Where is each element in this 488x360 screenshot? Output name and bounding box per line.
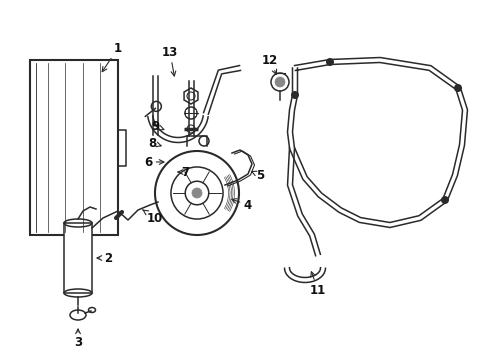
Text: 11: 11 [309,272,325,297]
Text: 1: 1 [102,41,122,72]
Text: 12: 12 [262,54,278,74]
Circle shape [440,196,448,204]
Bar [185,110,196,116]
Text: 5: 5 [251,168,264,181]
Text: 3: 3 [74,329,82,350]
Text: 9: 9 [151,120,163,132]
Bar [30,60,118,235]
Text: 13: 13 [162,45,178,76]
Text: 10: 10 [142,210,163,225]
Text: 8: 8 [147,136,161,149]
Text: 7: 7 [178,166,189,179]
Circle shape [274,77,285,87]
Circle shape [290,91,298,99]
Text: 6: 6 [143,156,163,168]
Bar [64,223,92,293]
Circle shape [453,84,461,92]
Circle shape [192,188,202,198]
Text: 2: 2 [97,252,112,265]
Text: 4: 4 [231,198,252,212]
Circle shape [325,58,333,66]
